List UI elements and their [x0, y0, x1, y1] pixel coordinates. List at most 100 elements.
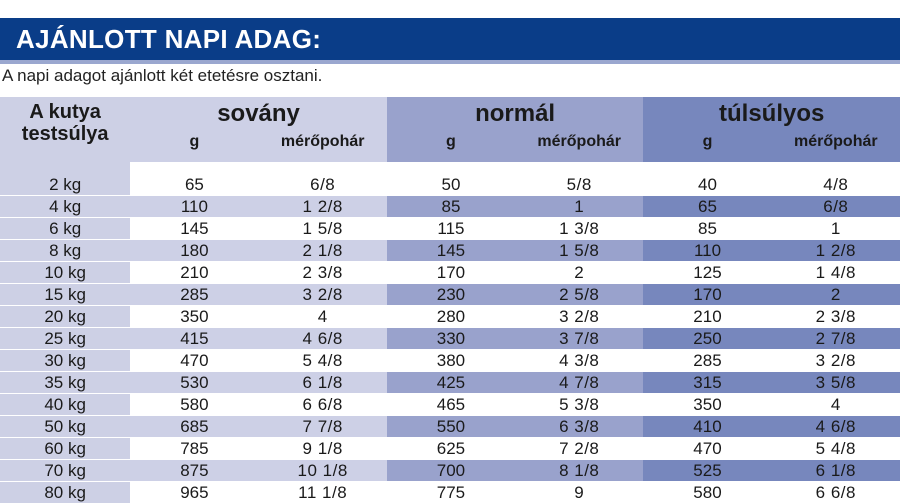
cup-cell: 6 6/8 [771, 482, 900, 504]
grams-cell: 85 [643, 218, 772, 240]
cup-cell: 1 3/8 [515, 218, 644, 240]
grams-cell: 285 [130, 284, 259, 306]
weight-cell: 10 kg [0, 262, 131, 284]
weight-cell: 6 kg [0, 218, 131, 240]
cup-cell: 6/8 [771, 196, 900, 218]
subtitle: A napi adagot ajánlott két etetésre oszt… [2, 66, 323, 85]
cup-cell: 6 1/8 [258, 372, 387, 394]
cup-cell: 2 3/8 [258, 262, 387, 284]
weight-cell: 8 kg [0, 240, 131, 262]
grams-cell: 470 [643, 438, 772, 460]
grams-cell: 785 [130, 438, 259, 460]
weight-cell: 60 kg [0, 438, 131, 460]
cup-cell: 3 7/8 [515, 328, 644, 350]
cup-cell: 1 2/8 [771, 240, 900, 262]
grams-cell: 170 [643, 284, 772, 306]
cup-cell: 3 5/8 [771, 372, 900, 394]
cup-cell: 5 4/8 [771, 438, 900, 460]
grams-cell: 425 [386, 372, 516, 394]
grams-cell: 285 [643, 350, 772, 372]
cup-cell: 5 4/8 [258, 350, 387, 372]
grams-cell: 525 [643, 460, 772, 482]
table-row: 6 kg 145 1 5/8 115 1 3/8 85 1 [0, 218, 900, 240]
weight-cell: 40 kg [0, 394, 131, 416]
grams-cell: 700 [386, 460, 516, 482]
title-banner: AJÁNLOTT NAPI ADAG: [0, 18, 900, 64]
cup-cell: 8 1/8 [515, 460, 644, 482]
weight-cell: 70 kg [0, 460, 131, 482]
grams-cell: 685 [130, 416, 259, 438]
weight-cell: 80 kg [0, 482, 131, 504]
cup-cell: 5/8 [515, 174, 644, 196]
table-row: 8 kg 180 2 1/8 145 1 5/8 110 1 2/8 [0, 240, 900, 262]
cup-cell: 4 3/8 [515, 350, 644, 372]
cup-cell: 10 1/8 [258, 460, 387, 482]
cup-cell: 11 1/8 [258, 482, 387, 504]
grams-cell: 230 [386, 284, 516, 306]
grams-cell: 965 [130, 482, 259, 504]
subheader-cup: mérőpohár [515, 130, 644, 162]
cup-cell: 2 7/8 [771, 328, 900, 350]
grams-cell: 210 [130, 262, 259, 284]
grams-cell: 415 [130, 328, 259, 350]
page-title: AJÁNLOTT NAPI ADAG: [16, 24, 322, 54]
grams-cell: 580 [643, 482, 772, 504]
grams-cell: 350 [643, 394, 772, 416]
cup-cell: 2 [515, 262, 644, 284]
grams-cell: 380 [386, 350, 516, 372]
cup-cell: 6/8 [258, 174, 387, 196]
cup-cell: 3 2/8 [771, 350, 900, 372]
grams-cell: 85 [386, 196, 516, 218]
subheader-cup: mérőpohár [771, 130, 900, 162]
table-row: 80 kg 965 11 1/8 775 9 580 6 6/8 [0, 482, 900, 504]
grams-cell: 350 [130, 306, 259, 328]
subheader-grams: g [386, 130, 516, 162]
grams-cell: 625 [386, 438, 516, 460]
table-row: 40 kg 580 6 6/8 465 5 3/8 350 4 [0, 394, 900, 416]
feeding-table: A kutya testsúlya sovány normál túlsúlyo… [0, 97, 900, 504]
weight-cell: 50 kg [0, 416, 131, 438]
weight-cell: 25 kg [0, 328, 131, 350]
cup-cell: 3 2/8 [258, 284, 387, 306]
weight-header: A kutya testsúlya [0, 97, 131, 162]
table-row: 10 kg 210 2 3/8 170 2 125 1 4/8 [0, 262, 900, 284]
table-row: 70 kg 875 10 1/8 700 8 1/8 525 6 1/8 [0, 460, 900, 482]
cup-cell: 4 6/8 [258, 328, 387, 350]
cup-cell: 7 2/8 [515, 438, 644, 460]
header-spacer [0, 162, 900, 174]
table-row: 50 kg 685 7 7/8 550 6 3/8 410 4 6/8 [0, 416, 900, 438]
grams-cell: 875 [130, 460, 259, 482]
grams-cell: 65 [130, 174, 259, 196]
grams-cell: 250 [643, 328, 772, 350]
grams-cell: 315 [643, 372, 772, 394]
cup-cell: 1 5/8 [258, 218, 387, 240]
grams-cell: 180 [130, 240, 259, 262]
table-row: 15 kg 285 3 2/8 230 2 5/8 170 2 [0, 284, 900, 306]
grams-cell: 170 [386, 262, 516, 284]
cup-cell: 4/8 [771, 174, 900, 196]
subheader-grams: g [643, 130, 772, 162]
weight-cell: 20 kg [0, 306, 131, 328]
table-row: 4 kg 110 1 2/8 85 1 65 6/8 [0, 196, 900, 218]
grams-cell: 470 [130, 350, 259, 372]
cup-cell: 4 [258, 306, 387, 328]
grams-cell: 580 [130, 394, 259, 416]
grams-cell: 110 [130, 196, 259, 218]
grams-cell: 115 [386, 218, 516, 240]
subheader-grams: g [130, 130, 259, 162]
weight-cell: 35 kg [0, 372, 131, 394]
grams-cell: 530 [130, 372, 259, 394]
table-row: 20 kg 350 4 280 3 2/8 210 2 3/8 [0, 306, 900, 328]
cup-cell: 1 2/8 [258, 196, 387, 218]
grams-cell: 550 [386, 416, 516, 438]
grams-cell: 330 [386, 328, 516, 350]
cup-cell: 9 1/8 [258, 438, 387, 460]
weight-cell: 4 kg [0, 196, 131, 218]
cup-cell: 6 6/8 [258, 394, 387, 416]
cup-cell: 9 [515, 482, 644, 504]
cup-cell: 3 2/8 [515, 306, 644, 328]
cup-cell: 1 5/8 [515, 240, 644, 262]
subheader-cup: mérőpohár [258, 130, 387, 162]
cup-cell: 1 [771, 218, 900, 240]
grams-cell: 110 [643, 240, 772, 262]
